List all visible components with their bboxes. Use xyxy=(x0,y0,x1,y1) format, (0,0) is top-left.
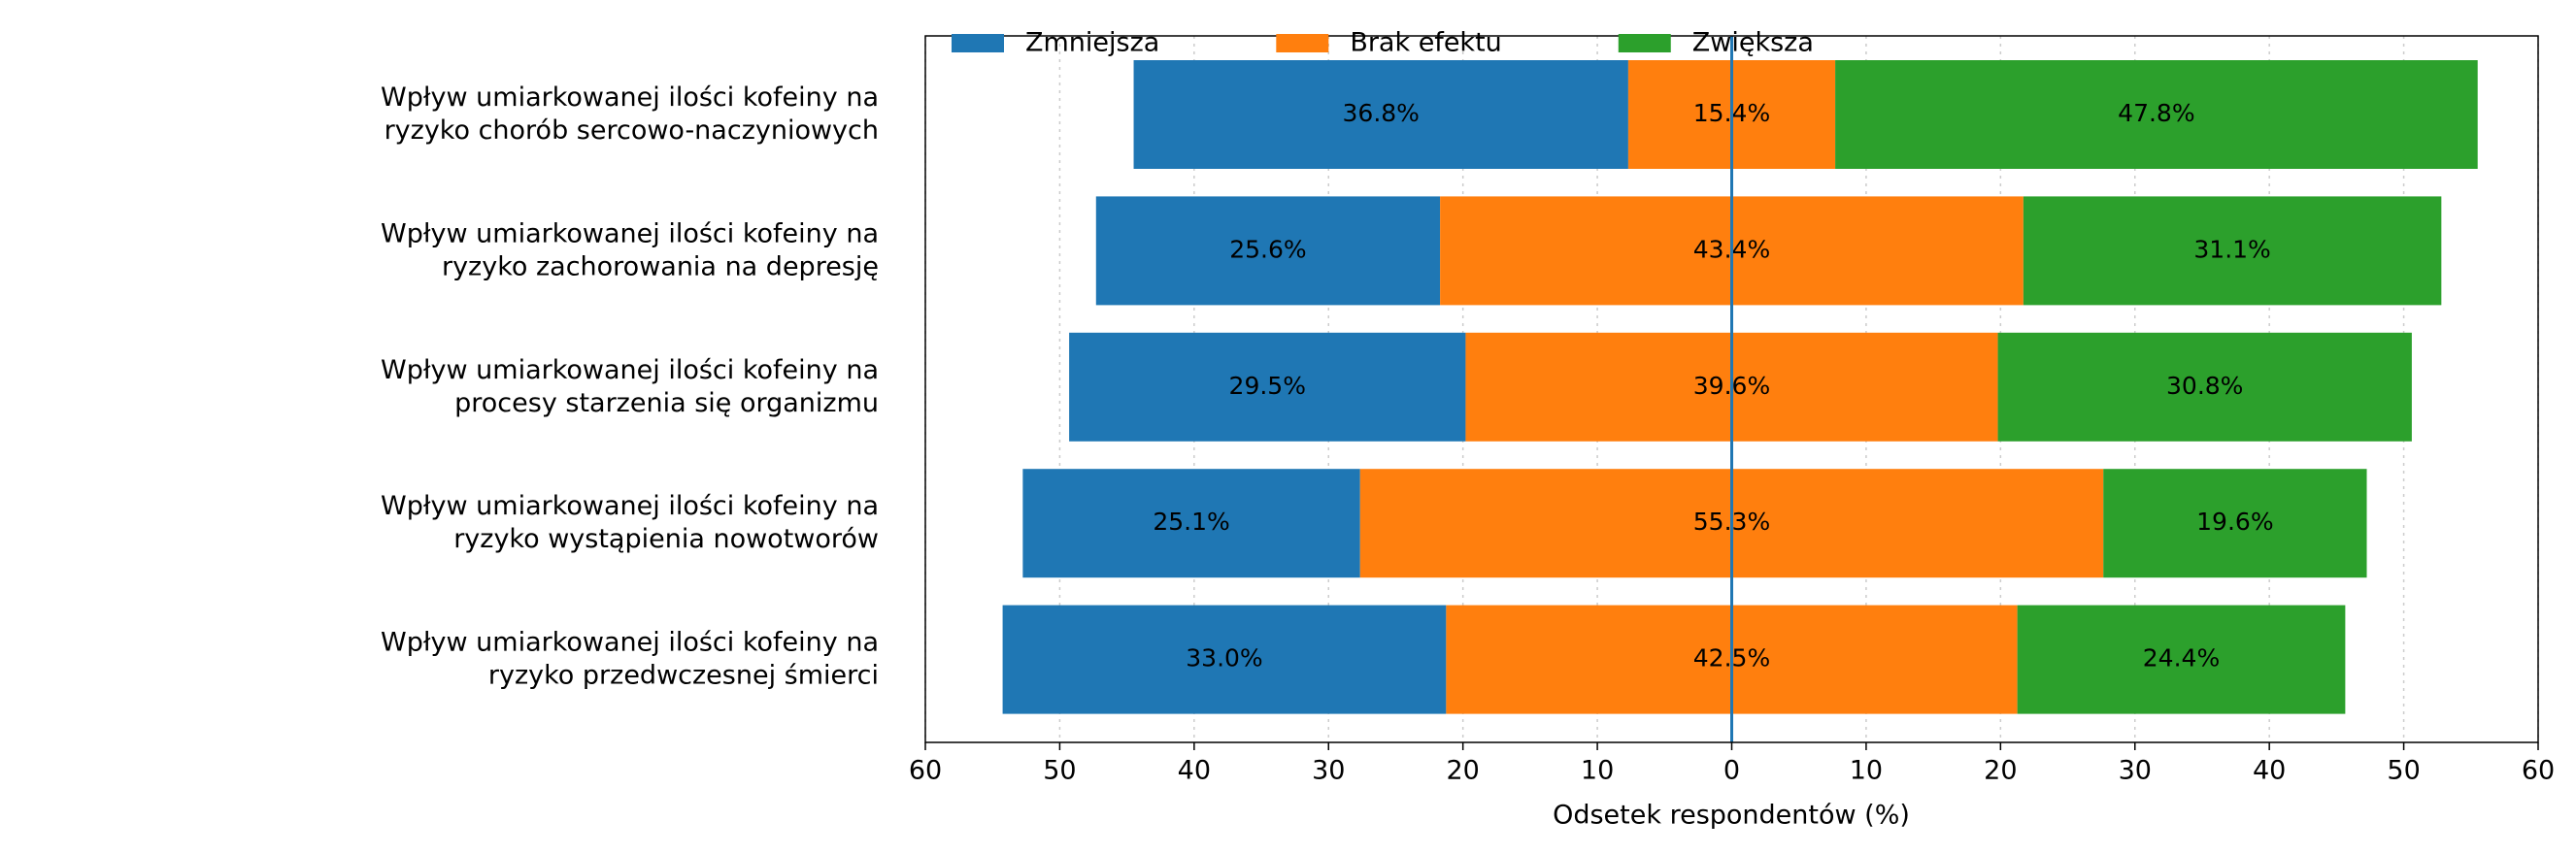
bar xyxy=(1002,605,1447,714)
legend-swatch xyxy=(1276,34,1329,52)
x-tick-label: 10 xyxy=(1850,756,1883,786)
label-line: ryzyko chorób sercowo-naczyniowych xyxy=(385,115,879,146)
bar xyxy=(1069,332,1466,442)
bar xyxy=(1835,60,2478,169)
bar xyxy=(1133,60,1628,169)
label-line: Wpływ umiarkowanej ilości kofeiny na xyxy=(381,354,879,384)
label-line: procesy starzenia się organizmu xyxy=(454,387,879,417)
bar xyxy=(2017,605,2346,714)
label-line: ryzyko wystąpienia nowotworów xyxy=(453,524,879,554)
bar-label: 29.5% xyxy=(1229,372,1306,400)
label-line: Wpływ umiarkowanej ilości kofeiny na xyxy=(381,627,879,657)
y-tick-label: Wpływ umiarkowanej ilości kofeiny na ryzy… xyxy=(381,82,879,146)
bar-label: 31.1% xyxy=(2193,235,2270,263)
legend-label: Brak efektu xyxy=(1350,28,1501,58)
plot-frame xyxy=(924,35,2539,743)
y-tick-label: Wpływ umiarkowanej ilości kofeiny na ryzy… xyxy=(381,627,879,690)
bar xyxy=(2023,196,2442,306)
label-line: ryzyko przedwczesnej śmierci xyxy=(488,660,879,690)
bar-label: 19.6% xyxy=(2196,508,2273,536)
legend-swatch xyxy=(952,34,1004,52)
bar-label: 47.8% xyxy=(2118,99,2194,127)
y-tick-label: Wpływ umiarkowanej ilości kofeiny na ryzy… xyxy=(381,491,879,554)
bar xyxy=(1095,196,1441,306)
label-line: ryzyko zachorowania na depresję xyxy=(442,251,879,281)
x-tick-label: 50 xyxy=(2387,756,2420,786)
x-tick-label: 60 xyxy=(2522,756,2555,786)
legend-label: Zmniejsza xyxy=(1025,28,1159,58)
x-tick-label: 40 xyxy=(1178,756,1211,786)
x-tick-label: 30 xyxy=(1312,756,1345,786)
label-line: Wpływ umiarkowanej ilości kofeiny na xyxy=(381,491,879,521)
legend-swatch xyxy=(1618,34,1671,52)
x-tick-label: 50 xyxy=(1043,756,1076,786)
bar-label: 24.4% xyxy=(2143,644,2220,673)
bar-label: 25.1% xyxy=(1153,508,1229,536)
label-line: Wpływ umiarkowanej ilości kofeiny na xyxy=(381,218,879,248)
x-tick-label: 0 xyxy=(1723,756,1740,786)
bar xyxy=(1997,332,2412,442)
bar-label: 36.8% xyxy=(1343,99,1420,127)
bar xyxy=(1022,469,1360,578)
bar-label: 30.8% xyxy=(2166,372,2243,400)
x-tick-label: 30 xyxy=(2119,756,2152,786)
x-axis-label: Odsetek respondentów (%) xyxy=(1553,801,1910,831)
x-tick-label: 60 xyxy=(909,756,942,786)
x-tick-label: 10 xyxy=(1581,756,1614,786)
x-tick-label: 20 xyxy=(1984,756,2017,786)
label-line: Wpływ umiarkowanej ilości kofeiny na xyxy=(381,82,879,113)
x-tick-label: 20 xyxy=(1446,756,1479,786)
y-tick-label: Wpływ umiarkowanej ilości kofeiny na ryzy… xyxy=(381,218,879,281)
y-tick-label: Wpływ umiarkowanej ilości kofeiny na proc… xyxy=(381,354,879,417)
legend-label: Zwiększa xyxy=(1692,28,1814,58)
bar-label: 33.0% xyxy=(1186,644,1262,673)
x-tick-label: 40 xyxy=(2253,756,2286,786)
bar xyxy=(2103,469,2367,578)
bar-label: 25.6% xyxy=(1229,235,1306,263)
